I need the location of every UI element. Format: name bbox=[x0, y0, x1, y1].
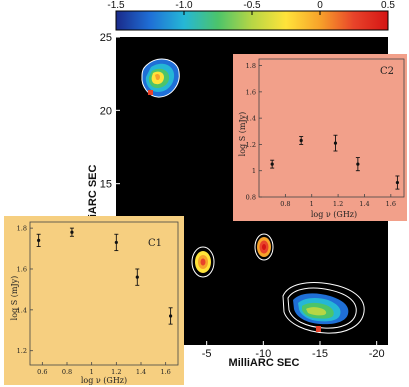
data-point bbox=[333, 141, 338, 145]
inset-c2-x-axis-label: log ν (GHz) bbox=[311, 210, 357, 219]
map-y-tick-label: 25 bbox=[100, 32, 112, 44]
component-knot-1 bbox=[191, 246, 215, 278]
inset-c1-x-axis-label: log ν (GHz) bbox=[81, 376, 127, 385]
inset-x-tick-label: 1.2 bbox=[111, 368, 121, 376]
map-x-tick-label: -20 bbox=[369, 348, 385, 360]
colorbar-tick-label: -1.0 bbox=[175, 0, 193, 11]
inset-c1-points bbox=[36, 227, 173, 325]
inset-c2-background bbox=[233, 54, 407, 221]
inset-x-tick-label: 1.2 bbox=[333, 200, 343, 208]
inset-y-tick-label: 1 bbox=[252, 167, 256, 175]
inset-c1-axes bbox=[29, 221, 179, 366]
component-upper-patch bbox=[141, 58, 180, 98]
inset-x-tick-label: 1.6 bbox=[160, 368, 170, 376]
inset-x-tick-label: 1 bbox=[310, 200, 314, 208]
inset-y-tick-label: 1.4 bbox=[17, 306, 27, 314]
inset-x-tick-label: 0.6 bbox=[37, 368, 47, 376]
data-point bbox=[270, 162, 274, 166]
map-x-axis-label: MilliARC SEC bbox=[229, 357, 300, 369]
map-contours bbox=[141, 58, 365, 334]
inset-y-tick-label: 1.6 bbox=[17, 265, 27, 273]
inset-c1-background bbox=[4, 216, 184, 385]
colorbar-tick-label: -1.5 bbox=[107, 0, 125, 11]
inset-c1-panel-label: C1 bbox=[148, 238, 162, 249]
inset-x-tick-label: 0.8 bbox=[62, 368, 72, 376]
inset-c2-y-axis-label: log S (mJy) bbox=[238, 112, 247, 157]
data-point bbox=[169, 314, 173, 318]
inset-x-tick-label: 1 bbox=[90, 368, 94, 376]
inset-y-tick-label: 1.2 bbox=[246, 141, 256, 149]
data-point bbox=[395, 180, 400, 185]
component-lower-patch bbox=[282, 282, 365, 334]
inset-c2-axes bbox=[258, 58, 405, 198]
colorbar-ticks: -1.5 -1.0 -0.5 0 0.5 bbox=[107, 0, 395, 15]
map-y-tick-label: 20 bbox=[100, 105, 112, 117]
data-point bbox=[37, 238, 41, 242]
inset-y-tick-label: 1.6 bbox=[246, 88, 256, 96]
inset-c2-points bbox=[270, 134, 400, 190]
data-point bbox=[299, 138, 303, 143]
inset-x-tick-label: 1.4 bbox=[359, 200, 369, 208]
inset-y-tick-label: 0.8 bbox=[246, 194, 256, 202]
inset-c2-ticks: 0.8 1 1.2 1.4 1.6 0.8 1 1.2 1.4 1.6 1.8 bbox=[246, 62, 396, 208]
inset-x-tick-label: 0.8 bbox=[280, 200, 290, 208]
map-x-tick-label: -5 bbox=[202, 348, 212, 360]
map-x-tick-label: -15 bbox=[312, 348, 328, 360]
map-x-tick-label: -10 bbox=[255, 348, 271, 360]
data-point bbox=[114, 240, 118, 245]
map-y-tick-label: 15 bbox=[100, 179, 112, 191]
inset-x-tick-label: 1.4 bbox=[136, 368, 146, 376]
colorbar-tick-label: 0 bbox=[317, 0, 323, 11]
inset-y-tick-label: 1.8 bbox=[246, 62, 256, 70]
inset-y-tick-label: 1.8 bbox=[17, 225, 27, 233]
inset-c1: 0.6 0.8 1 1.2 1.4 1.6 1.2 1.4 1.6 1.8 C1 log ν (G… bbox=[4, 216, 184, 385]
inset-y-tick-label: 1.4 bbox=[246, 115, 256, 123]
data-point bbox=[135, 275, 139, 279]
inset-c2: 0.8 1 1.2 1.4 1.6 0.8 1 1.2 1.4 1.6 1.8 C2 log ν (… bbox=[233, 54, 407, 221]
colorbar-tick-label: 0.5 bbox=[381, 0, 395, 11]
inset-x-tick-label: 1.6 bbox=[386, 200, 396, 208]
inset-c2-panel-label: C2 bbox=[380, 66, 394, 77]
data-point bbox=[70, 230, 74, 234]
component-knot-2 bbox=[254, 233, 274, 261]
inset-c1-ticks: 0.6 0.8 1 1.2 1.4 1.6 1.2 1.4 1.6 1.8 bbox=[17, 225, 171, 376]
colorbar-tick-label: -0.5 bbox=[243, 0, 261, 11]
inset-y-tick-label: 1.2 bbox=[17, 347, 27, 355]
data-point bbox=[356, 162, 360, 166]
inset-c1-y-axis-label: log S (mJy) bbox=[10, 276, 19, 321]
